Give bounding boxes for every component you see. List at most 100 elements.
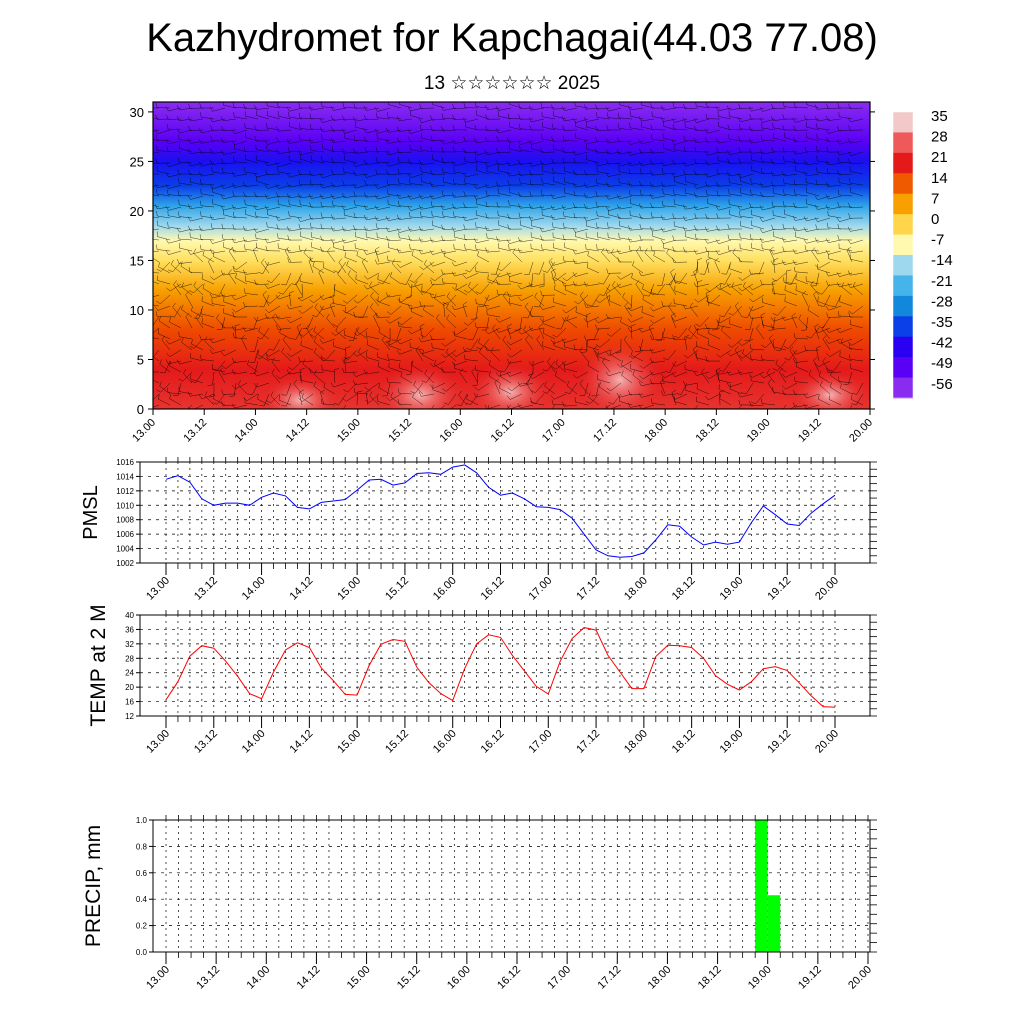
colorbar-swatch [893, 173, 913, 195]
x-tick-label: 18.12 [670, 728, 698, 756]
heatmap-x-tick-label: 17.12 [591, 417, 619, 445]
x-tick-label: 16.12 [495, 964, 523, 992]
x-tick-label: 14.12 [295, 964, 323, 992]
y-tick-label: 12 [125, 712, 134, 721]
y-tick-label: 0.6 [136, 869, 148, 878]
y-tick-label: 0.0 [136, 948, 148, 957]
x-tick-label: 16.12 [479, 728, 507, 756]
precipitation-panel: 0.0 0.2 0.4 0.6 0.8 1.0 13.00 13.12 14.00 14.12 15… [82, 815, 877, 992]
heatmap-x-tick-label: 16.00 [437, 417, 465, 445]
x-tick-label: 19.12 [796, 964, 824, 992]
x-tick-label: 16.12 [479, 575, 507, 603]
heatmap-y-tick-label: 25 [130, 154, 144, 169]
warm-core [468, 362, 552, 409]
heatmap-x-tick-label: 20.00 [847, 417, 875, 445]
colorbar-swatch [893, 255, 913, 276]
y-tick-label: 1012 [116, 487, 134, 496]
heatmap-x-tick-label: 14.12 [284, 417, 312, 445]
x-tick-label: 15.12 [383, 575, 411, 603]
x-tick-label: 19.12 [765, 575, 793, 603]
x-tick-label: 14.12 [288, 728, 316, 756]
x-tick-label: 15.00 [335, 728, 363, 756]
colorbar-swatch [893, 377, 913, 399]
y-tick-label: 0.8 [136, 842, 148, 851]
x-tick-label: 18.00 [622, 575, 650, 603]
x-tick-label: 15.00 [335, 575, 363, 603]
x-tick-label: 19.00 [718, 728, 746, 756]
y-tick-label: 1004 [116, 545, 134, 554]
precip-bar [767, 895, 781, 952]
x-tick-label: 16.00 [431, 728, 459, 756]
x-tick-label: 18.12 [696, 964, 724, 992]
colorbar-label: 21 [931, 149, 948, 166]
colorbar-frame [892, 111, 914, 399]
x-tick-label: 19.00 [718, 575, 746, 603]
colorbar-label: 35 [931, 108, 948, 125]
temperature-line [165, 627, 836, 708]
precip-bar [755, 820, 768, 952]
x-tick-label: 15.12 [395, 964, 423, 992]
colorbar-label: 28 [931, 129, 948, 146]
warm-core [790, 370, 870, 409]
heatmap-x-tick-label: 14.00 [233, 417, 261, 445]
colorbar-swatch [893, 214, 913, 236]
chart-title: Kazhydromet for Kapchagai(44.03 77.08) [146, 16, 878, 60]
y-tick-label: 1010 [116, 501, 134, 510]
heatmap-x-tick-label: 18.12 [694, 417, 722, 445]
colorbar-label: -49 [931, 355, 953, 372]
heatmap-x-tick-label: 13.12 [181, 417, 209, 445]
colorbar-label: -56 [931, 376, 953, 393]
wind-barbs [153, 102, 864, 409]
warm-core [375, 363, 465, 409]
panel-frame [139, 614, 871, 717]
temperature-panel: 12 16 20 24 28 32 36 40 13.00 13.12 14.00 14.12 15.0… [87, 604, 877, 756]
y-tick-label: 0.2 [136, 922, 148, 931]
heatmap-x-tick-label: 15.00 [335, 417, 363, 445]
wind-barb-field [153, 102, 864, 409]
colorbar-swatch [893, 112, 913, 133]
panel-frame [152, 819, 871, 953]
y-tick-label: 1006 [116, 530, 134, 539]
x-tick-label: 17.00 [526, 575, 554, 603]
heatmap-y-axis: 0 5 10 15 20 25 30 [130, 105, 875, 417]
x-tick-label: 20.00 [846, 964, 874, 992]
heatmap-y-tick-label: 10 [130, 303, 144, 318]
heatmap-x-axis: 13.00 13.12 14.00 14.12 15.00 15.12 16.00 16.12… [130, 409, 875, 445]
chart-subtitle: 13 ☆☆☆☆☆☆ 2025 [423, 73, 601, 94]
heatmap-x-tick-label: 13.00 [130, 417, 158, 445]
y-tick-label: 32 [125, 640, 134, 649]
colorbar-swatch [893, 336, 913, 358]
temperature-heatmap-panel: 0 5 10 15 20 25 30 13.00 13.12 14.00 14.12 15.00 15… [130, 101, 875, 445]
x-tick-label: 15.12 [383, 728, 411, 756]
x-tick-label: 17.00 [545, 964, 573, 992]
x-tick-label: 13.12 [194, 964, 222, 992]
y-axis-label: PRECIP, mm [82, 825, 105, 947]
x-tick-label: 13.00 [144, 728, 172, 756]
y-tick-label: 1008 [116, 516, 134, 525]
colorbar-label: -21 [931, 273, 953, 290]
x-tick-label: 13.12 [192, 728, 220, 756]
colorbar-swatch [893, 357, 913, 379]
heatmap-y-tick-label: 5 [137, 352, 144, 367]
x-tick-label: 14.12 [288, 575, 316, 603]
y-tick-label: 36 [125, 625, 134, 634]
y-tick-label: 0.4 [136, 895, 148, 904]
y-axis-label: TEMP at 2 M [87, 604, 110, 726]
x-tick-label: 16.00 [431, 575, 459, 603]
warm-core [260, 375, 340, 409]
colorbar-swatch [893, 275, 913, 297]
colorbar-label: -14 [931, 252, 953, 269]
colorbar-swatch [893, 132, 913, 154]
heatmap-field [153, 102, 870, 409]
heatmap-y-tick-label: 15 [130, 253, 144, 268]
x-tick-label: 17.12 [574, 575, 602, 603]
heatmap-x-tick-label: 17.00 [540, 417, 568, 445]
x-tick-label: 17.12 [595, 964, 623, 992]
x-tick-label: 18.00 [646, 964, 674, 992]
colorbar-label: -35 [931, 314, 953, 331]
x-tick-label: 20.00 [813, 728, 841, 756]
colorbar-swatch [893, 295, 913, 317]
y-tick-label: 1002 [116, 559, 134, 568]
y-tick-label: 1.0 [136, 816, 148, 825]
x-tick-label: 14.00 [244, 964, 272, 992]
